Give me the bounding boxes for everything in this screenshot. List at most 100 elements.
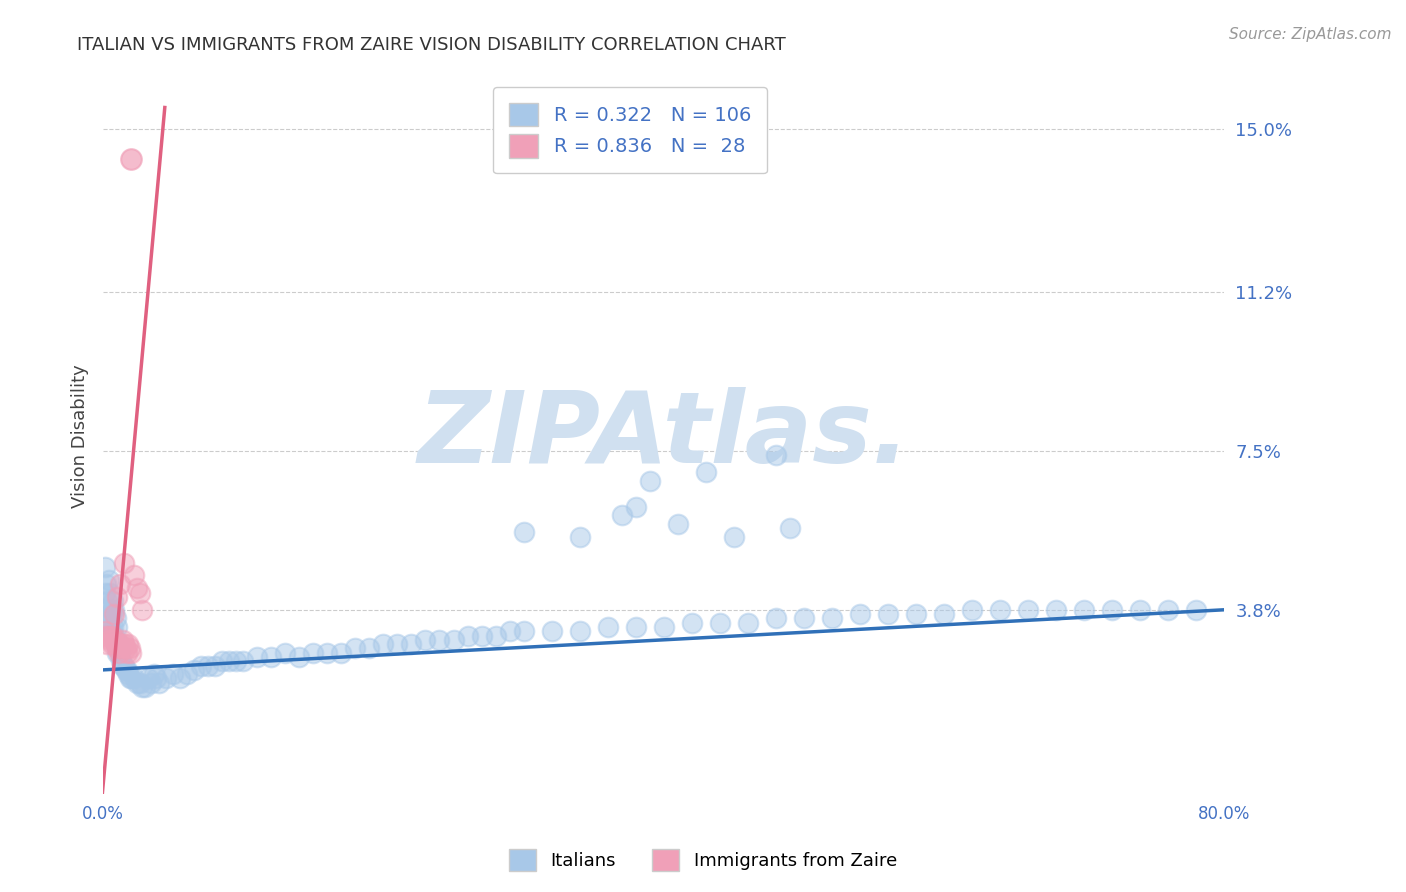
Point bbox=[274, 646, 297, 660]
Point bbox=[98, 607, 121, 621]
Point bbox=[110, 654, 132, 668]
Point bbox=[470, 628, 492, 642]
Point bbox=[877, 607, 900, 621]
Point bbox=[120, 672, 142, 686]
Point bbox=[105, 620, 128, 634]
Point bbox=[1157, 603, 1180, 617]
Point bbox=[457, 628, 479, 642]
Point bbox=[148, 675, 170, 690]
Point bbox=[139, 675, 162, 690]
Point bbox=[246, 650, 269, 665]
Point bbox=[793, 611, 815, 625]
Point bbox=[100, 624, 122, 639]
Point bbox=[103, 603, 125, 617]
Point bbox=[415, 632, 437, 647]
Point bbox=[128, 675, 150, 690]
Point bbox=[131, 603, 153, 617]
Point bbox=[93, 559, 115, 574]
Point bbox=[624, 620, 647, 634]
Point bbox=[638, 474, 661, 488]
Text: ZIPAtlas.: ZIPAtlas. bbox=[418, 387, 910, 484]
Point bbox=[1045, 603, 1067, 617]
Point bbox=[97, 573, 120, 587]
Point bbox=[118, 672, 141, 686]
Point bbox=[821, 611, 844, 625]
Point bbox=[373, 637, 395, 651]
Point bbox=[344, 641, 367, 656]
Point bbox=[103, 628, 125, 642]
Point bbox=[232, 654, 254, 668]
Point bbox=[387, 637, 409, 651]
Point bbox=[145, 672, 167, 686]
Point bbox=[107, 646, 129, 660]
Point bbox=[204, 658, 226, 673]
Point bbox=[190, 658, 212, 673]
Point bbox=[122, 568, 145, 582]
Point bbox=[723, 530, 745, 544]
Point bbox=[110, 641, 132, 656]
Point bbox=[101, 628, 124, 642]
Point bbox=[112, 658, 135, 673]
Point bbox=[1101, 603, 1123, 617]
Legend: Italians, Immigrants from Zaire: Italians, Immigrants from Zaire bbox=[502, 842, 904, 879]
Point bbox=[108, 646, 131, 660]
Point bbox=[737, 615, 759, 630]
Point bbox=[512, 624, 534, 639]
Point bbox=[142, 667, 165, 681]
Point bbox=[125, 582, 148, 596]
Point bbox=[330, 646, 353, 660]
Point bbox=[155, 672, 177, 686]
Point bbox=[107, 637, 129, 651]
Point bbox=[120, 152, 142, 166]
Point bbox=[98, 632, 121, 647]
Point bbox=[115, 646, 138, 660]
Point bbox=[443, 632, 465, 647]
Point bbox=[104, 611, 127, 625]
Point bbox=[1129, 603, 1152, 617]
Point bbox=[105, 641, 128, 656]
Point bbox=[988, 603, 1011, 617]
Point bbox=[260, 650, 283, 665]
Text: Source: ZipAtlas.com: Source: ZipAtlas.com bbox=[1229, 27, 1392, 42]
Point bbox=[97, 628, 120, 642]
Point bbox=[624, 500, 647, 514]
Point bbox=[197, 658, 219, 673]
Point bbox=[709, 615, 731, 630]
Point bbox=[512, 525, 534, 540]
Point bbox=[218, 654, 240, 668]
Legend: R = 0.322   N = 106, R = 0.836   N =  28: R = 0.322 N = 106, R = 0.836 N = 28 bbox=[494, 87, 766, 174]
Point bbox=[105, 646, 128, 660]
Point bbox=[114, 663, 136, 677]
Point bbox=[765, 611, 787, 625]
Point bbox=[94, 611, 117, 625]
Point bbox=[225, 654, 247, 668]
Point bbox=[211, 654, 233, 668]
Point bbox=[104, 637, 127, 651]
Point bbox=[1185, 603, 1208, 617]
Point bbox=[125, 675, 148, 690]
Point bbox=[128, 585, 150, 599]
Point bbox=[115, 663, 138, 677]
Point bbox=[1073, 603, 1095, 617]
Point bbox=[94, 577, 117, 591]
Point bbox=[98, 585, 121, 599]
Point bbox=[103, 632, 125, 647]
Point bbox=[108, 577, 131, 591]
Point bbox=[610, 508, 633, 523]
Point bbox=[540, 624, 562, 639]
Point bbox=[1017, 603, 1039, 617]
Point bbox=[100, 637, 122, 651]
Point bbox=[101, 620, 124, 634]
Point bbox=[316, 646, 339, 660]
Point bbox=[666, 516, 689, 531]
Point bbox=[118, 641, 141, 656]
Point bbox=[117, 667, 139, 681]
Point bbox=[695, 466, 717, 480]
Point bbox=[96, 603, 118, 617]
Point bbox=[652, 620, 675, 634]
Point bbox=[568, 624, 591, 639]
Point bbox=[111, 658, 134, 673]
Point bbox=[498, 624, 520, 639]
Point bbox=[108, 637, 131, 651]
Point bbox=[112, 637, 135, 651]
